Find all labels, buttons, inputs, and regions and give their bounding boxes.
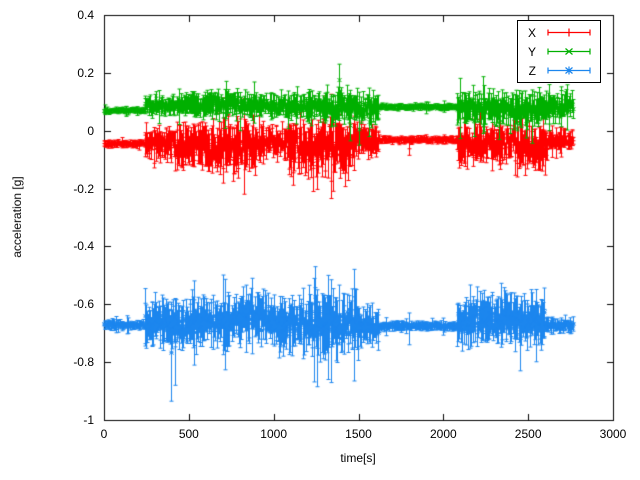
legend-entry-z: Z	[528, 61, 592, 80]
y-tick-label: -0.4	[73, 239, 94, 254]
x-tick-label: 500	[178, 427, 199, 441]
x-tick-label: 1500	[345, 427, 372, 441]
y-tick-label: 0.2	[77, 65, 94, 80]
legend-label: Z	[528, 63, 536, 78]
legend-label: Y	[527, 44, 536, 59]
cross-marker-icon	[547, 48, 591, 55]
y-tick-label: 0	[87, 123, 94, 138]
y-tick-label: -0.8	[73, 355, 94, 370]
x-tick-label: 0	[100, 427, 108, 441]
x-tick-label: 3000	[599, 427, 627, 441]
y-tick-label: 0.4	[77, 8, 94, 22]
x-tick-label: 2500	[514, 427, 542, 441]
legend-entry-x: X	[528, 23, 592, 42]
plus-marker-icon	[547, 28, 591, 37]
y-tick-label: -0.2	[73, 181, 94, 196]
y-tick-label: -0.6	[73, 297, 94, 312]
x-tick-label: 1000	[260, 427, 287, 441]
legend-entry-y: Y	[528, 42, 592, 61]
x-tick-label: 2000	[429, 427, 457, 441]
legend-label: X	[527, 25, 536, 40]
star-marker-icon	[547, 66, 591, 75]
y-tick-label: -1	[83, 413, 94, 427]
x-axis-title: time[s]	[340, 451, 376, 465]
